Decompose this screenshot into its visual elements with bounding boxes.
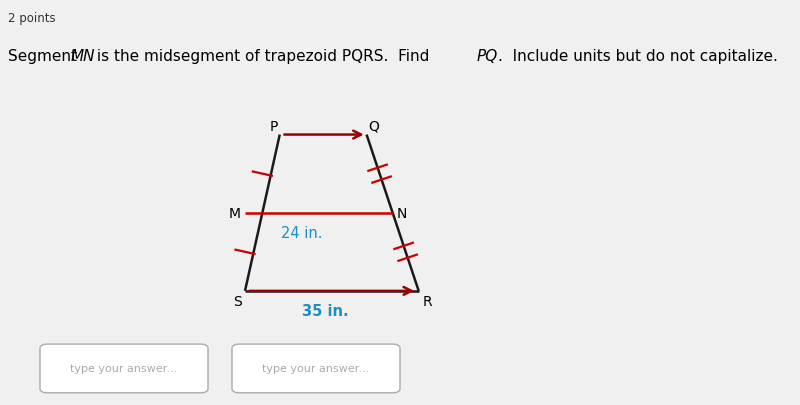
Text: 35 in.: 35 in. <box>302 303 348 318</box>
Text: type your answer...: type your answer... <box>70 364 178 373</box>
Text: S: S <box>233 294 242 309</box>
Text: 2 points: 2 points <box>8 12 56 25</box>
Text: R: R <box>422 294 432 309</box>
Text: Q: Q <box>368 119 379 134</box>
Text: type your answer...: type your answer... <box>262 364 370 373</box>
Text: P: P <box>270 119 278 134</box>
FancyBboxPatch shape <box>232 344 400 393</box>
Text: MN: MN <box>70 49 95 64</box>
Text: .  Include units but do not capitalize.: . Include units but do not capitalize. <box>498 49 778 64</box>
FancyBboxPatch shape <box>40 344 208 393</box>
Text: is the midsegment of trapezoid PQRS.  Find: is the midsegment of trapezoid PQRS. Fin… <box>92 49 434 64</box>
Text: 24 in.: 24 in. <box>281 225 322 240</box>
Text: M: M <box>229 206 241 220</box>
Text: N: N <box>396 206 406 220</box>
Text: Segment: Segment <box>8 49 82 64</box>
Text: PQ: PQ <box>477 49 498 64</box>
